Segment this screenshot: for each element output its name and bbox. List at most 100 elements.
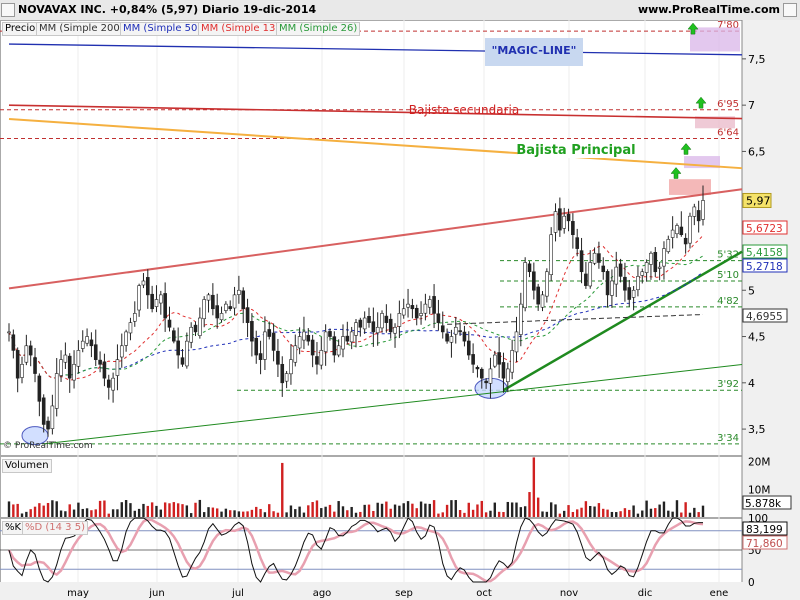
volume-bar — [90, 510, 93, 517]
volume-bar — [237, 511, 241, 517]
volume-bar — [619, 511, 622, 517]
volume-bar — [111, 509, 115, 517]
volume-bar — [593, 506, 596, 517]
volume-bar — [259, 508, 262, 517]
candle-body — [115, 359, 120, 376]
volume-bar — [675, 500, 679, 517]
volume-bar — [532, 457, 536, 517]
volume-bar — [59, 510, 63, 517]
volume-bar — [268, 504, 271, 517]
x-tick-label: jul — [231, 588, 244, 599]
candle-body — [137, 285, 141, 311]
candle-body — [406, 303, 410, 308]
volume-bar — [563, 510, 566, 517]
candle-body — [202, 299, 206, 320]
candle-body — [358, 319, 363, 328]
legend-mm13[interactable]: MM (Simple 13) — [198, 22, 283, 36]
candle-body — [180, 357, 185, 365]
volume-bar — [16, 503, 19, 517]
magic-line-label: "MAGIC-LINE" — [492, 44, 577, 57]
volume-bar — [38, 503, 41, 517]
target-zone — [695, 116, 735, 129]
stoch-k-value: 83,199 — [746, 524, 783, 536]
volume-bar — [554, 504, 557, 517]
candle-body — [219, 313, 224, 321]
volume-bar — [541, 511, 544, 517]
y-tick-label: 4,5 — [748, 331, 766, 344]
stoch-k-line — [8, 517, 703, 583]
candle-body — [185, 340, 189, 367]
candle-body — [7, 331, 11, 334]
ma13-line — [8, 234, 704, 381]
close-icon[interactable] — [783, 3, 797, 17]
volume-bar — [229, 510, 232, 517]
candle-body — [506, 368, 510, 383]
stoch-tick-label: 0 — [748, 577, 755, 589]
candle-body — [410, 305, 415, 310]
trendline-support-green-short — [502, 250, 743, 392]
volume-bar — [168, 503, 171, 517]
legend-mm26[interactable]: MM (Simple 26) — [276, 22, 361, 36]
candle-body — [662, 248, 666, 267]
candle-body — [653, 252, 658, 273]
candle-body — [614, 266, 619, 285]
trendline-resistance-red — [8, 188, 743, 290]
stoch-d-label[interactable]: %D (14 3 5) — [22, 521, 88, 535]
up-arrow-icon — [695, 96, 707, 109]
candle-body — [167, 319, 172, 328]
volume-bar — [298, 506, 301, 517]
volume-label[interactable]: Volumen — [2, 459, 52, 473]
x-tick-label: dic — [638, 588, 653, 599]
bajista-principal-label: Bajista Principal — [516, 143, 635, 158]
candle-body — [106, 379, 111, 388]
target-zone — [669, 179, 711, 195]
menu-icon[interactable] — [1, 3, 15, 17]
volume-bar — [328, 504, 332, 517]
volume-bar — [224, 508, 228, 517]
legend-mm50[interactable]: MM (Simple 50) — [120, 22, 205, 36]
volume-bar — [51, 500, 54, 517]
candle-body — [215, 305, 219, 319]
candle-body — [488, 368, 493, 384]
volume-bar — [250, 509, 254, 517]
volume-bar — [658, 504, 661, 517]
legend-mm200[interactable]: MM (Simple 200) — [36, 22, 127, 36]
candle-body — [588, 262, 593, 287]
volume-bar — [42, 505, 45, 517]
candle-body — [458, 330, 462, 333]
candle-body — [510, 350, 514, 373]
candle-body — [519, 303, 523, 335]
candle-body — [46, 420, 50, 430]
bajista-secundaria-label: Bajista secundaria — [409, 103, 519, 117]
candle-body — [558, 208, 562, 231]
candle-body — [258, 353, 263, 360]
volume-bar — [536, 497, 540, 517]
candle-body — [297, 336, 302, 349]
volume-bar — [697, 512, 700, 517]
volume-bar — [415, 508, 418, 517]
volume-tick-label: 20M — [748, 457, 770, 469]
volume-bar — [198, 499, 202, 517]
legend-price[interactable]: Precio — [2, 22, 39, 36]
volume-bar — [645, 500, 648, 517]
candle-body — [289, 359, 293, 375]
candle-body — [419, 313, 423, 316]
volume-bar — [341, 506, 345, 517]
up-arrow-icon — [680, 143, 692, 155]
volume-bar — [185, 505, 189, 517]
volume-bar — [207, 507, 210, 517]
stoch-k-label[interactable]: %K — [2, 521, 25, 535]
level-label: 5'32 — [717, 250, 739, 261]
candle-body — [141, 280, 146, 286]
candle-body — [228, 306, 233, 310]
x-tick-label: ene — [710, 588, 729, 599]
volume-bar — [393, 504, 397, 517]
trendline-support-green-long — [43, 363, 743, 445]
candle-body — [24, 345, 29, 363]
volume-bar — [419, 501, 423, 517]
x-axis-area — [0, 582, 800, 600]
stoch-d-value: 71,860 — [746, 538, 783, 550]
candle-body — [414, 307, 419, 319]
volume-bar — [315, 500, 319, 517]
